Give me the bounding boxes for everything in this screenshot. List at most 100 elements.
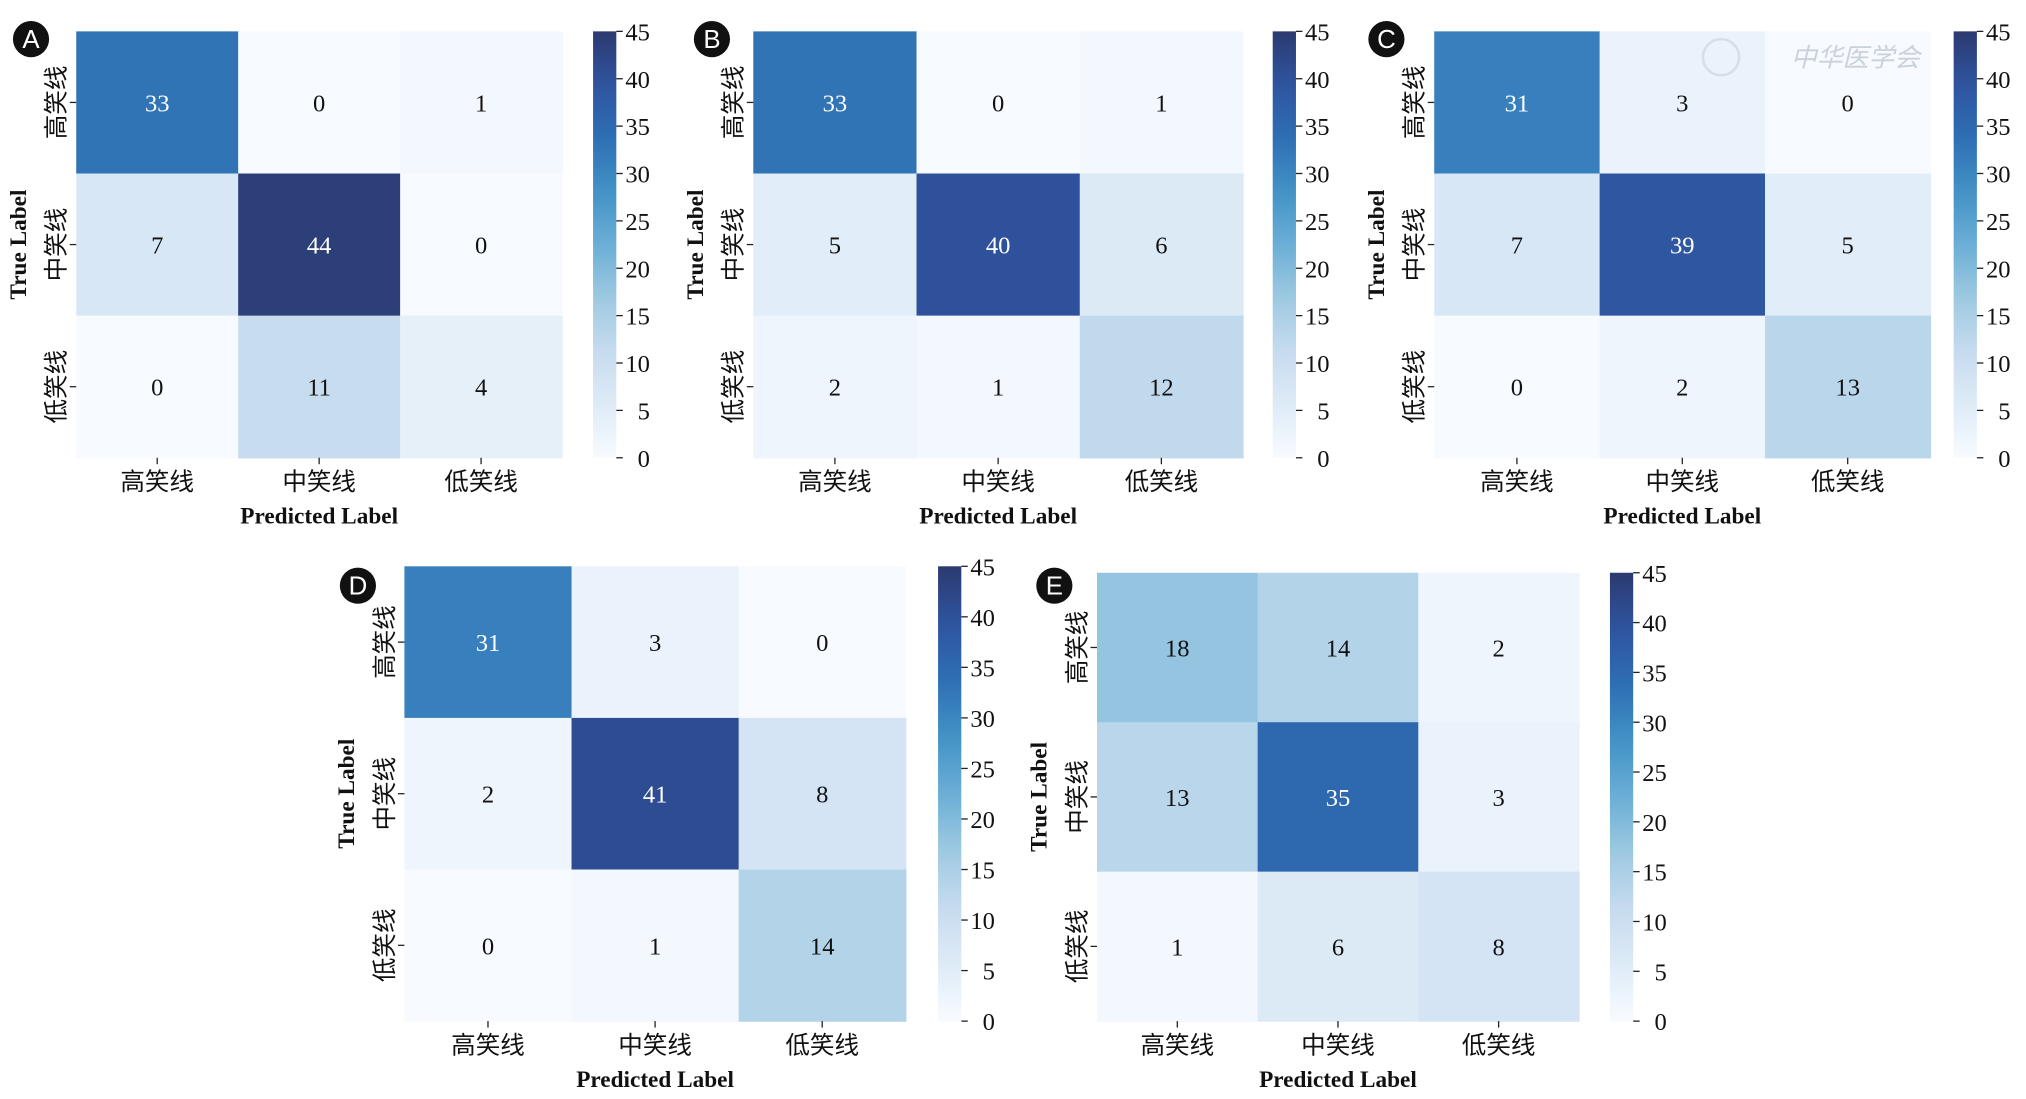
heatmap-cell xyxy=(404,717,573,871)
x-tick-label: 高笑线 xyxy=(120,468,194,496)
colorbar-tick-label: 25 xyxy=(1305,209,1330,236)
cell-value: 3 xyxy=(1492,785,1504,812)
x-tick-label: 高笑线 xyxy=(1141,1031,1215,1059)
panel-label: A xyxy=(22,26,40,54)
colorbar xyxy=(1272,31,1296,458)
colorbar-tick-label: 0 xyxy=(983,1009,995,1036)
colorbar xyxy=(938,566,962,1022)
heatmap-cell xyxy=(404,869,573,1022)
y-axis-label: True Label xyxy=(1364,189,1390,300)
panel-label-badge xyxy=(339,567,376,604)
cell-value: 0 xyxy=(151,375,163,402)
y-axis-label: True Label xyxy=(1027,741,1053,852)
heatmap-cell xyxy=(1434,173,1601,317)
cell-value: 31 xyxy=(476,630,501,657)
cell-value: 13 xyxy=(1835,375,1860,402)
cell-value: 2 xyxy=(1676,375,1688,402)
heatmap-cell xyxy=(238,173,401,317)
cell-value: 0 xyxy=(1842,90,1854,117)
colorbar-tick-label: 0 xyxy=(1998,446,2010,473)
colorbar-tick-label: 35 xyxy=(1305,114,1330,141)
heatmap-cell xyxy=(400,173,563,317)
y-tick-label: 高笑线 xyxy=(43,66,71,140)
colorbar-tick-label: 10 xyxy=(970,908,995,935)
heatmap-cell xyxy=(753,173,918,317)
watermark-seal-icon xyxy=(1701,37,1741,77)
colorbar-tick-label: 0 xyxy=(1317,446,1329,473)
heatmap-cell xyxy=(753,315,918,459)
panel-label-badge xyxy=(1368,21,1405,58)
y-axis-label: True Label xyxy=(6,189,32,300)
y-axis-label: True Label xyxy=(334,738,360,849)
colorbar-tick-label: 20 xyxy=(1642,810,1667,837)
heatmap-cell xyxy=(753,31,918,175)
heatmap-cell xyxy=(1257,871,1419,1022)
colorbar-tick-label: 45 xyxy=(1986,19,2011,46)
heatmap-cell xyxy=(1079,173,1244,317)
x-axis-label: Predicted Label xyxy=(240,504,398,530)
panel-b: 33 0 15 40 62 1 12高笑线高笑线中笑线中笑线低笑线低笑线Predicted … xyxy=(683,19,1330,529)
colorbar-tick-label: 35 xyxy=(625,114,650,141)
cell-value: 2 xyxy=(482,782,494,809)
colorbar xyxy=(1953,31,1977,458)
panel-e: 18 14 213 35 31 6 8高笑线高笑线中笑线中笑线低笑线低笑线Predicted… xyxy=(1027,561,1667,1093)
cell-value: 3 xyxy=(1676,90,1688,117)
heatmap-cell xyxy=(1764,31,1932,175)
colorbar xyxy=(593,31,617,458)
heatmap-cell xyxy=(76,173,239,317)
cell-value: 13 xyxy=(1165,785,1190,812)
x-tick-label: 高笑线 xyxy=(451,1031,525,1059)
cell-value: 35 xyxy=(1326,785,1351,812)
cell-value: 0 xyxy=(482,933,494,960)
heatmap-cell xyxy=(571,869,740,1022)
cell-value: 40 xyxy=(986,233,1011,260)
heatmap-cell xyxy=(1599,315,1766,459)
cell-value: 39 xyxy=(1670,233,1695,260)
cell-value: 1 xyxy=(1155,90,1167,117)
cell-value: 14 xyxy=(810,933,835,960)
cell-value: 33 xyxy=(145,90,170,117)
heatmap-cell xyxy=(571,566,740,719)
heatmap-cell xyxy=(404,566,573,719)
cell-value: 1 xyxy=(992,375,1004,402)
heatmap-cell xyxy=(1096,722,1259,873)
x-axis-label: Predicted Label xyxy=(919,504,1077,530)
colorbar-tick-label: 40 xyxy=(625,67,650,94)
colorbar-tick-label: 10 xyxy=(1642,910,1667,937)
colorbar-tick-label: 35 xyxy=(970,655,995,682)
cell-value: 11 xyxy=(307,375,331,402)
heatmap-cell xyxy=(916,173,1081,317)
heatmap-cell xyxy=(238,31,401,175)
cell-value: 7 xyxy=(1511,233,1523,260)
heatmap-cell xyxy=(1599,173,1766,317)
colorbar-tick-label: 40 xyxy=(1305,67,1330,94)
panel-label: D xyxy=(349,573,368,601)
colorbar-tick-label: 30 xyxy=(1305,162,1330,189)
panel-label: C xyxy=(1377,26,1396,54)
panel-d: 31 3 02 41 80 1 14高笑线高笑线中笑线中笑线低笑线低笑线Predicted … xyxy=(334,554,995,1093)
x-tick-label: 中笑线 xyxy=(1301,1031,1375,1059)
heatmap-cell xyxy=(1434,315,1601,459)
cell-value: 31 xyxy=(1505,90,1530,117)
colorbar-tick-label: 20 xyxy=(1305,256,1330,283)
cell-value: 1 xyxy=(475,90,487,117)
x-tick-label: 中笑线 xyxy=(618,1031,692,1059)
colorbar-tick-label: 35 xyxy=(1642,660,1667,687)
colorbar-tick-label: 20 xyxy=(1986,256,2011,283)
panel-label: E xyxy=(1046,573,1063,601)
heatmap-cell xyxy=(238,315,401,459)
x-tick-label: 中笑线 xyxy=(961,468,1035,496)
y-tick-label: 高笑线 xyxy=(1401,66,1429,140)
heatmap-cell xyxy=(916,31,1081,175)
y-tick-label: 低笑线 xyxy=(1401,350,1429,424)
cell-value: 0 xyxy=(313,90,325,117)
colorbar-tick-label: 15 xyxy=(1305,304,1330,331)
x-tick-label: 中笑线 xyxy=(282,468,356,496)
x-tick-label: 低笑线 xyxy=(1462,1031,1536,1059)
colorbar-tick-label: 20 xyxy=(970,807,995,834)
watermark-text: 中华医学会 xyxy=(1791,43,1923,72)
heatmap-cell xyxy=(1257,722,1419,873)
cell-value: 2 xyxy=(829,375,841,402)
panel-label: B xyxy=(703,26,720,54)
heatmap-cell xyxy=(1764,315,1932,459)
